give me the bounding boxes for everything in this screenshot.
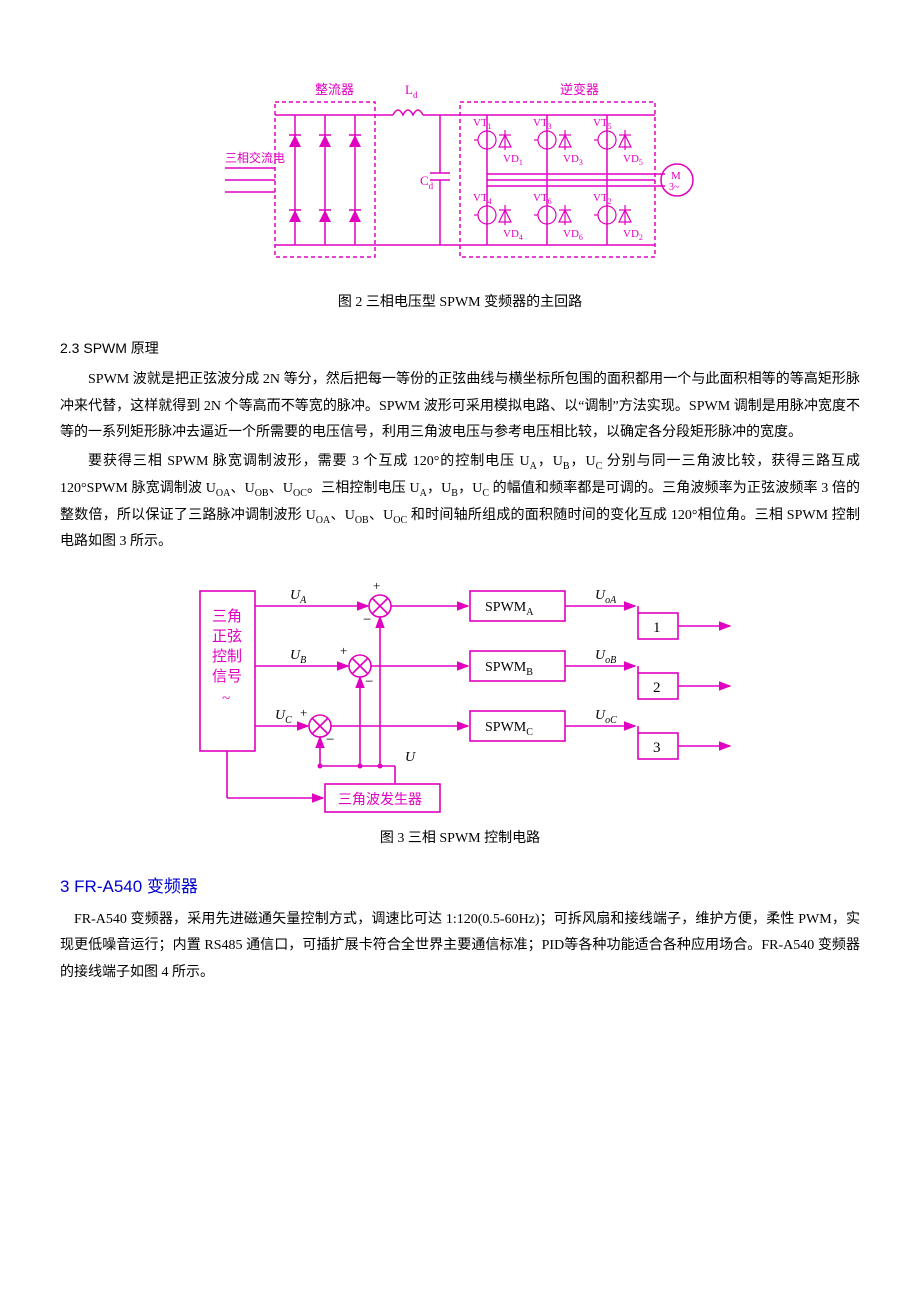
svg-text:+: + <box>300 705 307 720</box>
svg-text:VD5: VD5 <box>623 153 643 167</box>
svg-text:−: − <box>363 612 371 628</box>
svg-text:VD6: VD6 <box>563 228 583 242</box>
svg-text:逆变器: 逆变器 <box>560 82 599 97</box>
figure-3: 三角 正弦 控制 信号 ~ UA UB UC + − + − + − SPWMA <box>60 566 860 816</box>
svg-text:2: 2 <box>653 680 661 696</box>
svg-text:Ld: Ld <box>405 82 418 100</box>
svg-text:三角波发生器: 三角波发生器 <box>338 792 422 808</box>
svg-text:UoB: UoB <box>595 648 616 666</box>
section-3-p1: FR-A540 变频器，采用先进磁通矢量控制方式，调速比可达 1:120(0.5… <box>60 907 860 987</box>
figure-3-caption: 图 3 三相 SPWM 控制电路 <box>60 826 860 853</box>
svg-text:整流器: 整流器 <box>315 82 354 97</box>
svg-text:1: 1 <box>653 620 661 636</box>
svg-text:VT6: VT6 <box>533 192 552 206</box>
svg-text:+: + <box>340 643 347 658</box>
svg-text:VD2: VD2 <box>623 228 643 242</box>
svg-text:VD1: VD1 <box>503 153 523 167</box>
svg-text:VD4: VD4 <box>503 228 523 242</box>
figure-2: 整流器 Ld 逆变器 三相交流电 <box>60 80 860 280</box>
svg-text:−: − <box>326 732 334 748</box>
svg-text:UoA: UoA <box>595 588 617 606</box>
svg-text:UC: UC <box>275 708 292 726</box>
svg-text:U: U <box>405 750 416 765</box>
section-3-heading: 3 FR-A540 变频器 <box>60 871 860 903</box>
fig2-svg: 整流器 Ld 逆变器 三相交流电 <box>225 80 695 280</box>
section-2-3-heading: 2.3 SPWM 原理 <box>60 335 860 362</box>
svg-text:3~: 3~ <box>669 182 680 193</box>
svg-text:UB: UB <box>290 648 306 666</box>
svg-text:VT5: VT5 <box>593 117 612 131</box>
svg-text:VT3: VT3 <box>533 117 552 131</box>
svg-text:VT1: VT1 <box>473 117 492 131</box>
section-2-3-p1: SPWM 波就是把正弦波分成 2N 等分，然后把每一等份的正弦曲线与横坐标所包围… <box>60 367 860 447</box>
svg-text:M: M <box>671 170 681 182</box>
svg-text:UoC: UoC <box>595 708 617 726</box>
svg-text:UA: UA <box>290 588 307 606</box>
svg-text:VD3: VD3 <box>563 153 583 167</box>
section-2-3-p2: 要获得三相 SPWM 脉宽调制波形，需要 3 个互成 120°的控制电压 UA，… <box>60 449 860 556</box>
svg-text:−: − <box>365 674 373 690</box>
svg-text:VT2: VT2 <box>593 192 612 206</box>
svg-text:Cd: Cd <box>420 173 434 191</box>
fig3-svg: 三角 正弦 控制 信号 ~ UA UB UC + − + − + − SPWMA <box>180 566 740 816</box>
svg-text:+: + <box>373 578 380 593</box>
svg-text:3: 3 <box>653 740 661 756</box>
figure-2-caption: 图 2 三相电压型 SPWM 变频器的主回路 <box>60 290 860 317</box>
svg-text:三相交流电: 三相交流电 <box>225 150 285 165</box>
svg-text:VT4: VT4 <box>473 192 492 206</box>
